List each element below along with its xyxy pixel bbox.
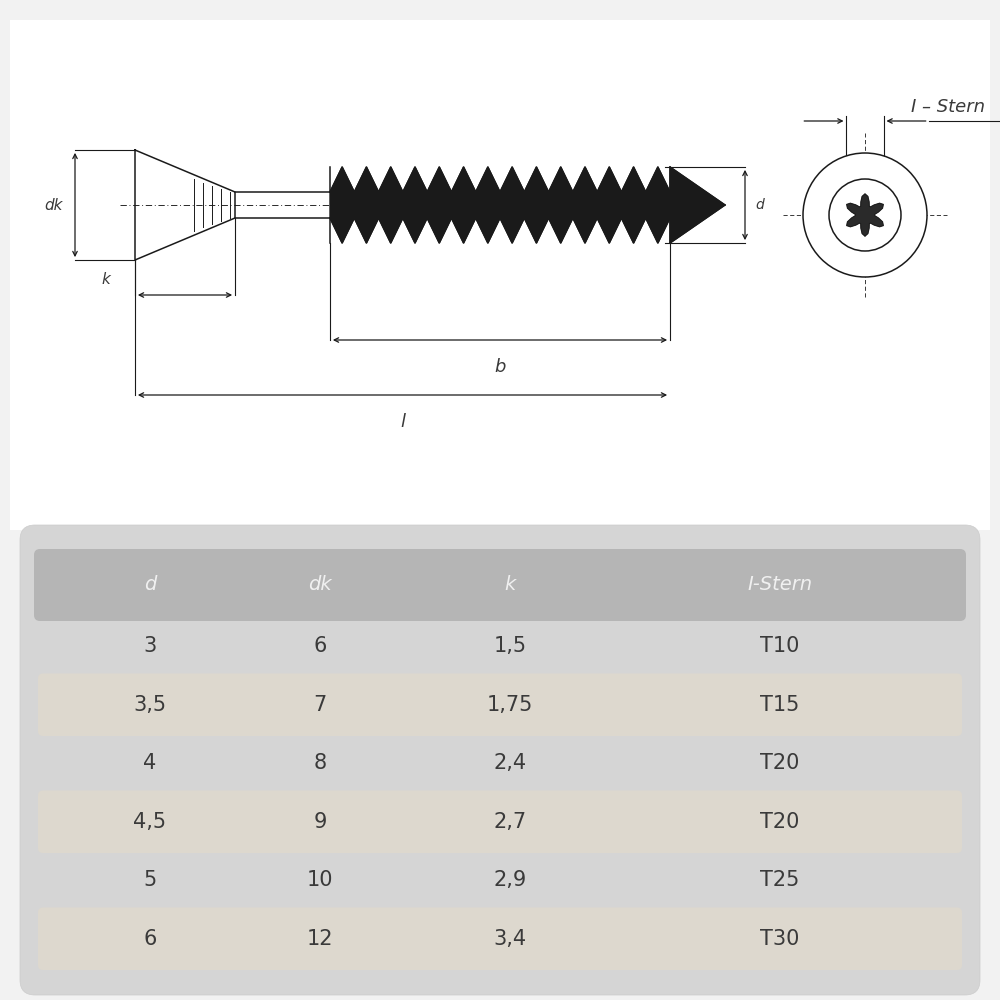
Text: b: b — [494, 358, 506, 376]
Text: k: k — [504, 575, 516, 594]
Text: 3: 3 — [143, 636, 157, 656]
Polygon shape — [330, 167, 670, 243]
FancyBboxPatch shape — [38, 908, 962, 970]
Text: T20: T20 — [760, 812, 800, 832]
Polygon shape — [670, 167, 725, 243]
Text: T30: T30 — [760, 929, 800, 949]
Text: 1,5: 1,5 — [493, 636, 527, 656]
Text: T25: T25 — [760, 870, 800, 890]
Text: 4,5: 4,5 — [133, 812, 167, 832]
Text: T15: T15 — [760, 695, 800, 715]
Text: 8: 8 — [313, 753, 327, 773]
Text: 4: 4 — [143, 753, 157, 773]
FancyBboxPatch shape — [38, 674, 962, 736]
FancyBboxPatch shape — [38, 790, 962, 853]
FancyBboxPatch shape — [10, 20, 990, 530]
FancyBboxPatch shape — [34, 549, 966, 621]
FancyBboxPatch shape — [20, 525, 980, 995]
Text: T10: T10 — [760, 636, 800, 656]
Text: 9: 9 — [313, 812, 327, 832]
Text: 7: 7 — [313, 695, 327, 715]
Text: 2,9: 2,9 — [493, 870, 527, 890]
Text: 6: 6 — [313, 636, 327, 656]
Text: d: d — [755, 198, 764, 212]
Text: 1,75: 1,75 — [487, 695, 533, 715]
Polygon shape — [135, 150, 235, 260]
Circle shape — [803, 153, 927, 277]
Text: 12: 12 — [307, 929, 333, 949]
Text: 2,4: 2,4 — [493, 753, 527, 773]
Text: I – Stern: I – Stern — [911, 98, 985, 116]
Text: d: d — [144, 575, 156, 594]
Text: I-Stern: I-Stern — [747, 575, 813, 594]
Text: dk: dk — [44, 198, 63, 213]
Polygon shape — [847, 194, 883, 236]
Text: 5: 5 — [143, 870, 157, 890]
Text: l: l — [400, 413, 405, 431]
Text: 2,7: 2,7 — [493, 812, 527, 832]
Text: k: k — [101, 272, 110, 287]
Circle shape — [829, 179, 901, 251]
Text: 6: 6 — [143, 929, 157, 949]
Text: dk: dk — [308, 575, 332, 594]
Text: 3,4: 3,4 — [493, 929, 527, 949]
Polygon shape — [235, 192, 330, 218]
Text: T20: T20 — [760, 753, 800, 773]
Text: 10: 10 — [307, 870, 333, 890]
Text: 3,5: 3,5 — [133, 695, 167, 715]
